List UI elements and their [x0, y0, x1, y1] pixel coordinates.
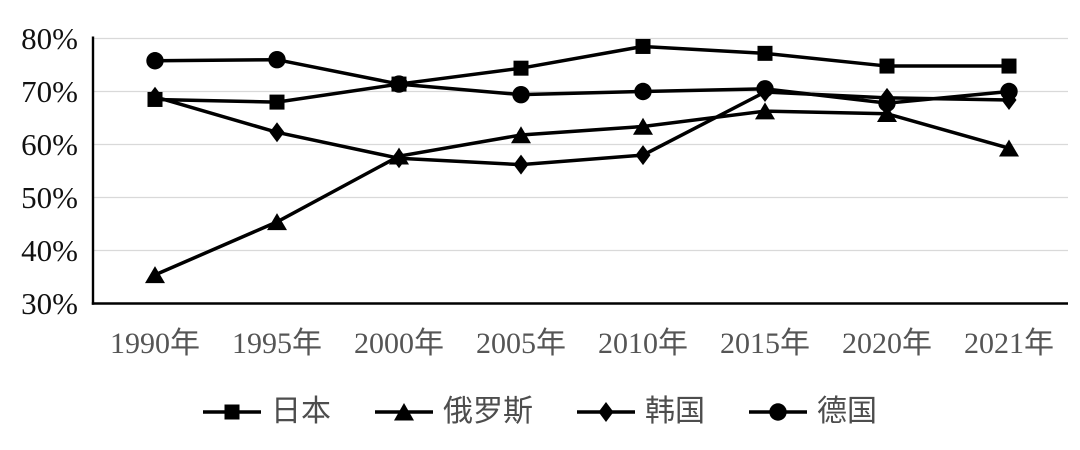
triangle-marker — [999, 139, 1019, 157]
diamond-marker — [635, 145, 651, 166]
square-marker — [513, 60, 529, 76]
diamond-marker — [269, 122, 285, 143]
triangle-marker — [511, 126, 531, 144]
triangle-marker — [145, 266, 165, 284]
square-marker — [879, 58, 895, 74]
square-marker — [269, 94, 285, 110]
legend-item-korea: 韩国 — [577, 397, 705, 427]
legend-label-russia: 俄罗斯 — [443, 395, 533, 428]
circle-marker-icon — [749, 403, 807, 421]
legend-item-russia: 俄罗斯 — [375, 397, 533, 427]
y-tick-label: 70% — [21, 74, 78, 109]
legend-item-germany: 德国 — [749, 397, 877, 427]
diamond-marker — [391, 148, 407, 169]
legend-label-japan: 日本 — [271, 395, 331, 428]
y-tick-label: 60% — [21, 127, 78, 162]
legend-label-germany: 德国 — [817, 395, 877, 428]
diamond-marker — [513, 154, 529, 175]
triangle-marker — [877, 105, 897, 123]
series-line-russia — [154, 109, 1010, 277]
circle-marker — [146, 52, 164, 70]
x-tick-label: 2000年 — [354, 327, 444, 360]
series-line-korea — [154, 90, 1010, 167]
legend-item-japan: 日本 — [203, 397, 331, 427]
x-tick-label: 1995年 — [232, 327, 322, 360]
circle-marker — [878, 94, 896, 112]
x-tick-label: 1990年 — [110, 327, 200, 360]
circle-marker — [268, 51, 286, 69]
diamond-marker-icon — [577, 402, 635, 422]
circle-marker — [512, 85, 530, 104]
square-marker — [1001, 58, 1017, 74]
y-tick-label: 40% — [21, 233, 78, 268]
series-line-japan — [154, 44, 1009, 104]
legend-label-korea: 韩国 — [645, 395, 705, 428]
triangle-marker — [755, 102, 775, 120]
triangle-marker — [267, 213, 287, 231]
circle-marker — [756, 80, 774, 98]
square-marker — [635, 38, 651, 54]
square-marker — [757, 45, 773, 61]
x-tick-label: 2021年 — [964, 327, 1054, 360]
x-tick-label: 2020年 — [842, 327, 932, 360]
x-tick-label: 2010年 — [598, 327, 688, 360]
triangle-marker-icon — [375, 403, 433, 421]
square-marker-icon — [203, 404, 261, 420]
square-marker — [147, 91, 163, 107]
x-tick-label: 2015年 — [720, 327, 810, 360]
x-tick-label: 2005年 — [476, 327, 566, 360]
square-marker — [391, 76, 407, 92]
circle-marker — [1000, 82, 1018, 101]
y-tick-label: 80% — [21, 21, 78, 56]
triangle-marker — [633, 117, 653, 135]
series-line-germany — [154, 57, 1010, 105]
circle-marker — [634, 82, 652, 101]
chart-legend: 日本 俄罗斯 韩国 德国 — [0, 397, 1080, 427]
y-tick-label: 50% — [21, 180, 78, 215]
y-tick-label: 30% — [21, 286, 78, 321]
